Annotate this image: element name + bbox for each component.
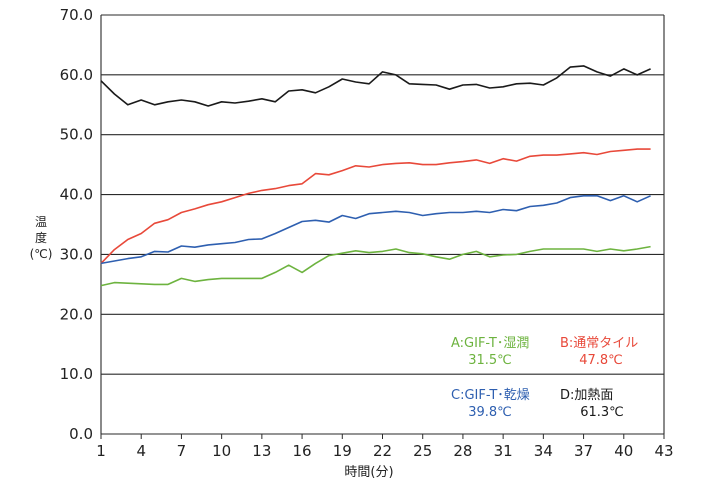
series-line-b [100,148,651,264]
x-tick-label: 10 [212,442,231,460]
y-tick-label: 60.0 [60,66,93,84]
x-tick-label: 19 [333,442,352,460]
legend-entry-name: D:加熱面 [560,388,613,403]
y-tick-label: 30.0 [60,245,93,263]
y-tick-label: 70.0 [60,6,93,24]
x-tick-label: 28 [453,442,472,460]
legend-entry-name: B:通常タイル [560,336,638,351]
legend-entry-name: C:GIF-T･乾燥 [451,388,530,403]
legend-entry-value: 61.3℃ [580,405,624,420]
x-tick-label: 22 [373,442,392,460]
x-tick-label: 34 [534,442,553,460]
y-axis-title: (℃) [30,247,53,261]
y-tick-label: 50.0 [60,126,93,144]
x-tick-label: 16 [293,442,312,460]
x-tick-label: 43 [654,442,673,460]
y-tick-label: 40.0 [60,186,93,204]
x-tick-label: 25 [413,442,432,460]
y-tick-label: 20.0 [60,305,93,323]
x-tick-label: 31 [494,442,513,460]
x-tick-label: 7 [177,442,187,460]
y-tick-label: 10.0 [60,365,93,383]
series-line-d [100,65,651,107]
x-tick-label: 13 [252,442,271,460]
legend-entry-value: 31.5℃ [468,353,512,368]
legend-entry-value: 39.8℃ [468,405,512,420]
x-tick-label: 37 [574,442,593,460]
legend-entry-value: 47.8℃ [579,353,623,368]
y-axis-title: 度 [35,230,47,245]
x-tick-label: 1 [96,442,106,460]
y-axis-title: 温 [35,215,47,229]
x-tick-label: 4 [136,442,146,460]
x-axis-title: 時間(分) [344,465,393,480]
y-tick-label: 0.0 [69,425,93,443]
series-line-c [100,195,651,265]
x-tick-label: 40 [614,442,633,460]
legend-entry-name: A:GIF-T･湿潤 [451,336,529,351]
series-line-a [100,245,651,287]
